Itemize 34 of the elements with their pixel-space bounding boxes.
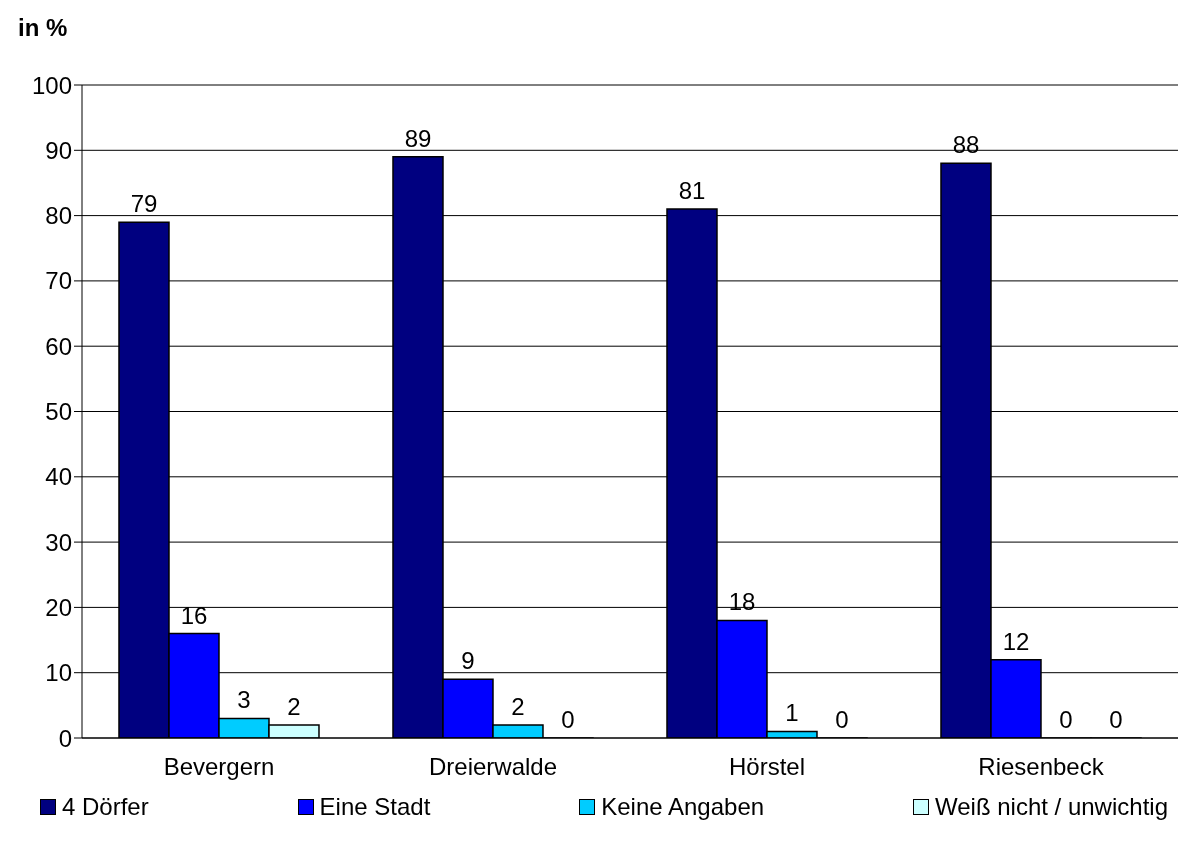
- data-label: 0: [561, 705, 575, 733]
- y-tick-label: 0: [58, 724, 72, 752]
- data-label: 12: [1002, 627, 1030, 655]
- data-label: 9: [461, 647, 475, 675]
- legend-label: Weiß nicht / unwichtig: [934, 793, 1168, 821]
- data-label: 0: [1059, 705, 1073, 733]
- legend-label: Eine Stadt: [318, 793, 431, 821]
- y-tick-label: 40: [45, 463, 72, 491]
- y-tick-label: 50: [45, 398, 72, 426]
- x-tick-label: Dreierwalde: [428, 753, 558, 781]
- y-tick-label: 90: [45, 136, 72, 164]
- data-label: 0: [1109, 705, 1123, 733]
- x-tick-label: Hörstel: [728, 753, 806, 781]
- y-tick-label: 20: [45, 593, 72, 621]
- data-label: 2: [511, 692, 525, 720]
- data-label: 89: [404, 124, 432, 152]
- data-label: 0: [835, 705, 849, 733]
- y-tick-label: 60: [45, 332, 72, 360]
- data-label: 16: [180, 601, 208, 629]
- y-tick-label: 30: [45, 528, 72, 556]
- data-label: 3: [237, 686, 251, 714]
- y-tick-label: 70: [45, 267, 72, 295]
- legend-label: 4 Dörfer: [61, 793, 149, 821]
- y-tick-label: 100: [31, 71, 72, 99]
- chart-title: in %: [18, 14, 68, 42]
- y-tick-label: 10: [45, 659, 72, 687]
- legend-label: Keine Angaben: [600, 793, 765, 821]
- data-label: 2: [287, 692, 301, 720]
- x-tick-label: Riesenbeck: [978, 753, 1105, 781]
- data-label: 1: [785, 699, 799, 727]
- data-label: 81: [678, 177, 706, 205]
- x-tick-label: Bevergern: [163, 753, 275, 781]
- y-tick-label: 80: [45, 202, 72, 230]
- data-label: 79: [130, 190, 158, 218]
